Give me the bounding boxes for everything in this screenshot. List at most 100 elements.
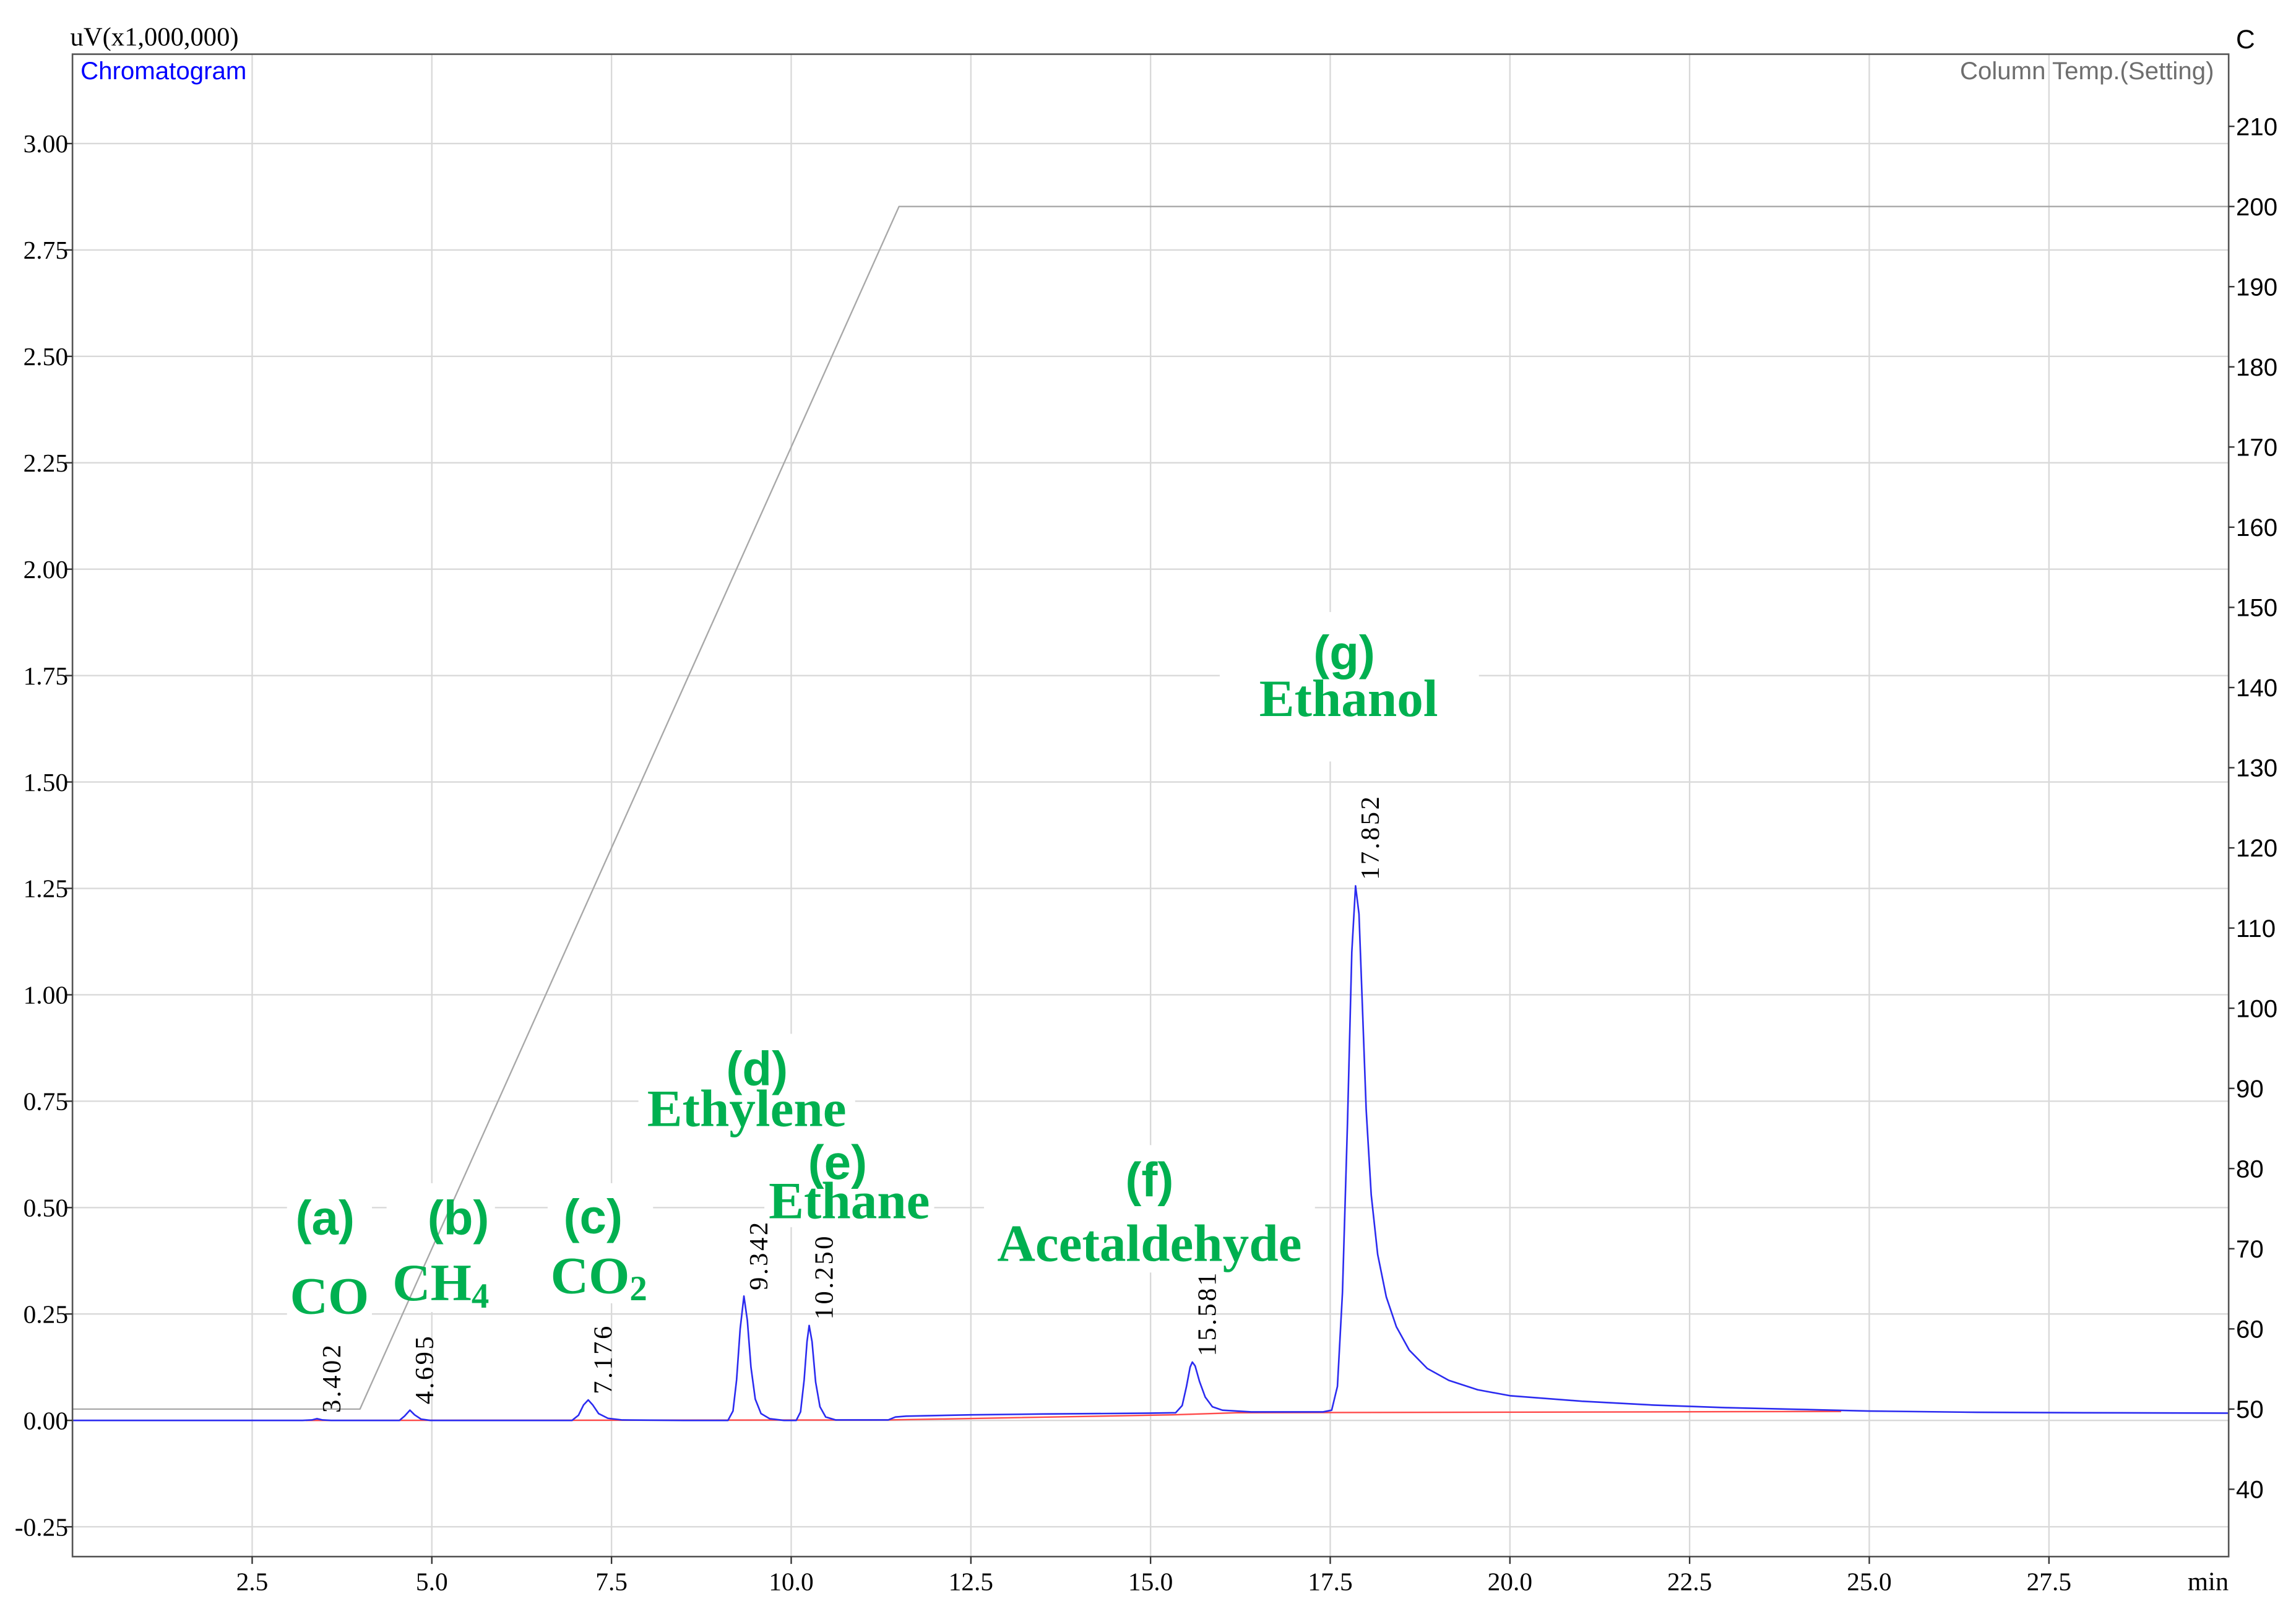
compound-name-text: Ethanol: [1259, 670, 1438, 728]
y2-tick-label: 150: [2236, 594, 2277, 622]
annotation-background: [638, 1034, 855, 1137]
compound-name: Ethane: [769, 1172, 930, 1230]
peak-retention-time-label: 10.250: [809, 1234, 839, 1319]
x-axis-unit-label: min: [2188, 1568, 2229, 1597]
x-tick-label: 20.0: [1488, 1568, 1532, 1596]
annotation-background: [547, 1183, 654, 1303]
annotation-background: [1219, 612, 1479, 762]
annotation-background: [764, 1130, 934, 1227]
annotation-letter: (e): [808, 1135, 867, 1189]
y2-tick-label: 100: [2236, 995, 2277, 1022]
compound-name: CO: [290, 1267, 369, 1325]
x-tick-label: 2.5: [236, 1568, 269, 1596]
annotation-backgrounds: [287, 612, 1479, 1321]
peak-retention-time-label: 7.176: [589, 1324, 618, 1394]
y2-tick-label: 200: [2236, 193, 2277, 221]
annotation-letter: (c): [564, 1189, 623, 1243]
y-tick-label: 0.25: [24, 1300, 68, 1328]
annotation-d: (d) Ethylene: [647, 1041, 847, 1137]
y-tick-label: 2.50: [24, 342, 68, 371]
annotation-letter: (b): [428, 1191, 490, 1245]
compound-name-text: Acetaldehyde: [997, 1214, 1301, 1272]
y2-tick-label: 210: [2236, 113, 2277, 140]
annotation-letter: (f): [1125, 1152, 1173, 1207]
peak-labels: 3.402 4.695 7.176 9.342 10.250 15.581 17.852: [317, 795, 1385, 1413]
y-tick-label: 0.00: [24, 1406, 68, 1435]
compound-name-text: CO: [290, 1267, 369, 1325]
y-tick-label: 0.75: [24, 1087, 68, 1116]
annotation-b: (b) CH4: [392, 1191, 489, 1316]
x-tick-label: 22.5: [1667, 1568, 1712, 1596]
column-temp-trace: [71, 205, 2230, 1410]
x-tick-label: 17.5: [1308, 1568, 1352, 1596]
annotation-a: (a) CO: [290, 1191, 369, 1326]
y2-tick-label: 70: [2236, 1235, 2264, 1263]
y-tick-label: 1.25: [24, 874, 68, 903]
compound-annotations: (a) CO (b) CH4 (c) CO2 (d) Ethylene (e) …: [290, 625, 1438, 1325]
y2-tick-label: 130: [2236, 754, 2277, 782]
y2-tick-label: 170: [2236, 434, 2277, 462]
peak-retention-time-label: 17.852: [1356, 795, 1385, 880]
x-tick-label: 27.5: [2027, 1568, 2071, 1596]
column-temp-series-label: Column Temp.(Setting): [1960, 57, 2214, 85]
compound-name-subscript: 2: [629, 1269, 647, 1308]
peak-retention-time-label: 15.581: [1193, 1271, 1222, 1356]
annotation-letter: (g): [1313, 625, 1375, 680]
x-tick-label: 12.5: [949, 1568, 993, 1596]
compound-name-text: Ethane: [769, 1172, 930, 1230]
annotation-c: (c) CO2: [551, 1189, 647, 1308]
y2-axis-unit-label: C: [2236, 25, 2255, 54]
y-tick-label: 3.00: [24, 129, 68, 158]
y-tick-label: 2.25: [24, 449, 68, 477]
annotation-e: (e) Ethane: [769, 1135, 930, 1230]
annotation-letter: (d): [726, 1041, 788, 1095]
y-tick-label: -0.25: [15, 1513, 68, 1541]
chromatogram-series-label: Chromatogram: [80, 57, 246, 85]
series-traces: [71, 205, 2230, 1422]
y-axis-unit-label: uV(x1,000,000): [71, 22, 239, 51]
peak-retention-time-label: 3.402: [317, 1342, 347, 1413]
y-tick-label: 1.75: [24, 662, 68, 690]
compound-name-text: Ethylene: [647, 1080, 847, 1138]
chromatogram-trace: [71, 885, 2230, 1422]
annotation-background: [984, 1145, 1315, 1273]
y-tick-label: 2.75: [24, 236, 68, 264]
compound-name-text: CH: [392, 1254, 472, 1312]
compound-name: Acetaldehyde: [997, 1214, 1301, 1272]
compound-name: Ethylene: [647, 1080, 847, 1138]
x-tick-label: 25.0: [1847, 1568, 1891, 1596]
annotation-letter: (a): [296, 1191, 355, 1245]
y2-tick-label: 190: [2236, 273, 2277, 301]
y-tick-label: 1.50: [24, 768, 68, 796]
annotation-background: [386, 1183, 495, 1313]
y2-tick-label: 110: [2236, 915, 2276, 943]
axis-ticks: 2.5 5.0 7.5 10.0 12.5 15.0 17.5 20.0 22.5 25.0 27.…: [15, 113, 2277, 1595]
compound-name-text: CO: [551, 1246, 630, 1305]
x-tick-label: 7.5: [595, 1568, 628, 1596]
x-tick-label: 5.0: [416, 1568, 448, 1596]
compound-name: Ethanol: [1259, 670, 1438, 728]
compound-name-subscript: 4: [472, 1277, 489, 1316]
y2-tick-label: 160: [2236, 514, 2277, 542]
y2-tick-label: 50: [2236, 1396, 2264, 1423]
y-tick-label: 2.00: [24, 555, 68, 584]
annotation-f: (f) Acetaldehyde: [997, 1152, 1301, 1272]
x-tick-label: 15.0: [1128, 1568, 1173, 1596]
compound-name: CO2: [551, 1246, 647, 1308]
y-tick-label: 1.00: [24, 981, 68, 1009]
y2-tick-label: 40: [2236, 1476, 2264, 1504]
annotation-background: [287, 1183, 372, 1321]
x-tick-label: 10.0: [769, 1568, 813, 1596]
peak-retention-time-label: 4.695: [410, 1334, 439, 1405]
peak-retention-time-label: 9.342: [744, 1220, 774, 1290]
y2-tick-label: 180: [2236, 353, 2277, 381]
y2-tick-label: 120: [2236, 834, 2277, 862]
compound-name: CH4: [392, 1254, 489, 1316]
y2-tick-label: 80: [2236, 1155, 2264, 1183]
y2-tick-label: 60: [2236, 1316, 2264, 1344]
y2-tick-label: 140: [2236, 674, 2277, 702]
annotation-g: (g) Ethanol: [1259, 625, 1438, 728]
y2-tick-label: 90: [2236, 1075, 2264, 1103]
